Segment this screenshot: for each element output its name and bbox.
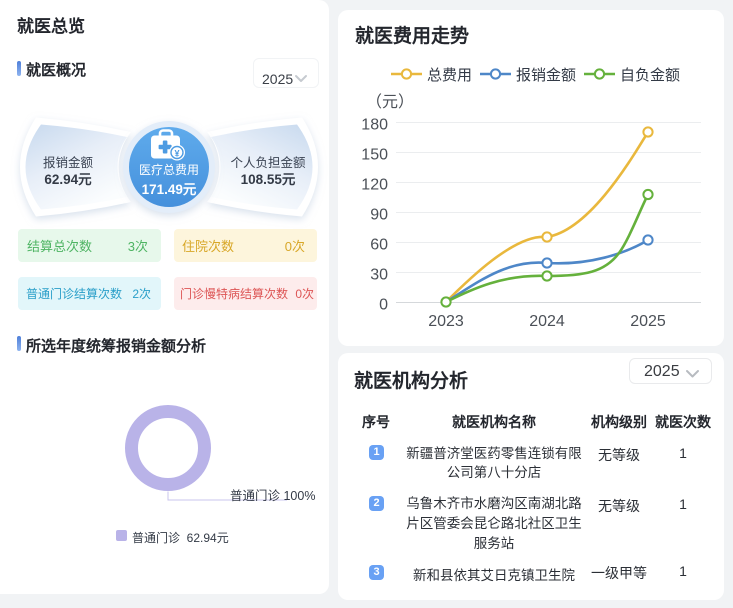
svg-text:180: 180 xyxy=(361,117,388,134)
svg-text:120: 120 xyxy=(361,177,388,194)
svg-text:60: 60 xyxy=(370,237,388,254)
svg-text:90: 90 xyxy=(370,207,388,224)
svg-text:30: 30 xyxy=(370,267,388,284)
svg-text:2024: 2024 xyxy=(529,313,565,330)
svg-text:2023: 2023 xyxy=(428,313,464,330)
svg-text:2025: 2025 xyxy=(630,313,666,330)
svg-text:¥: ¥ xyxy=(174,148,179,158)
svg-text:150: 150 xyxy=(361,147,388,164)
svg-text:0: 0 xyxy=(379,297,388,314)
